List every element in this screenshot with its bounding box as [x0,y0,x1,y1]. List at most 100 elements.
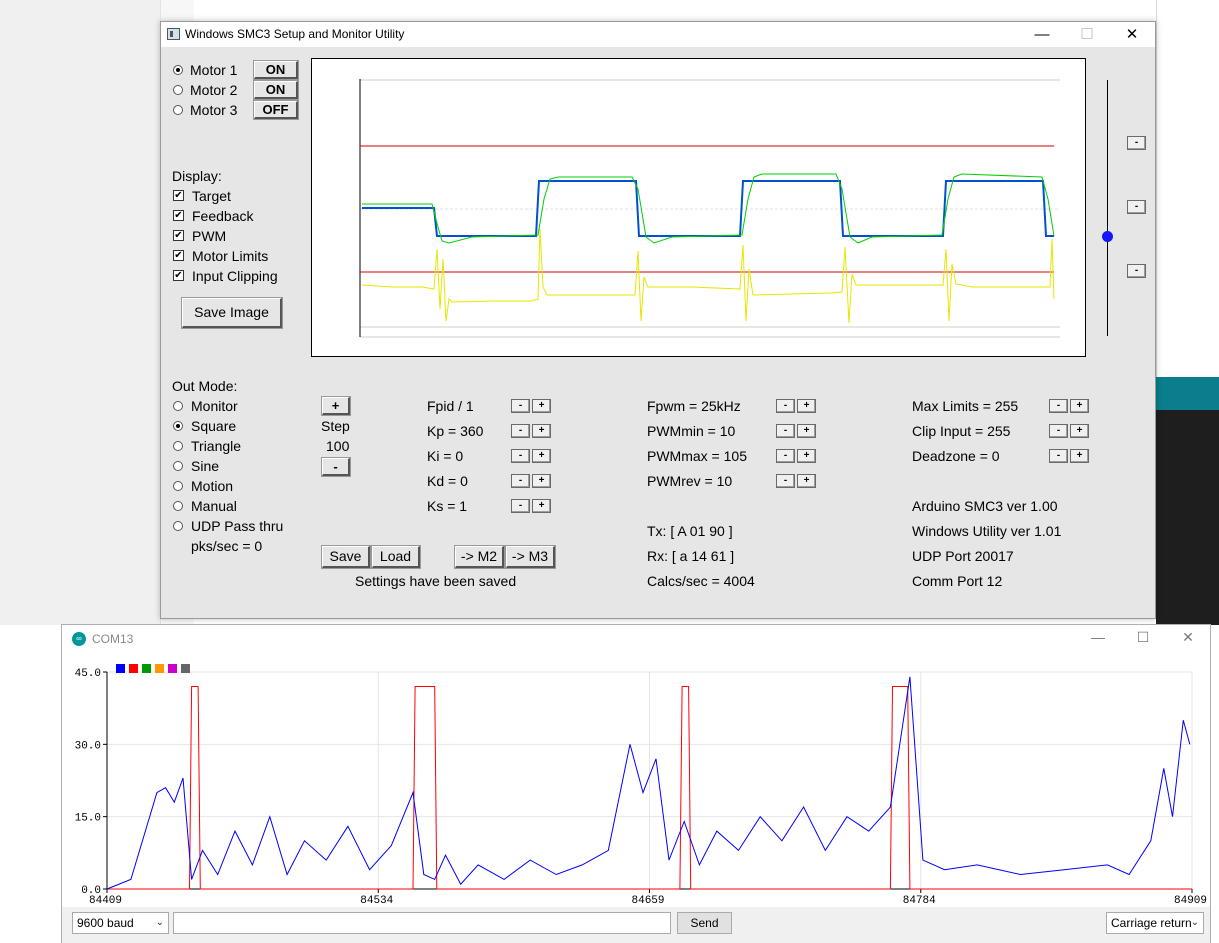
parameter-minus-button[interactable]: - [511,424,530,438]
display-checkbox[interactable]: ✔ [173,270,184,281]
parameter-plus-button[interactable]: + [797,424,816,438]
parameter-minus-button[interactable]: - [776,474,795,488]
background-window-edge-right [1156,0,1157,377]
background-app-console [1156,410,1219,625]
display-checkbox[interactable]: ✔ [173,190,184,201]
copy-to-m2-button[interactable]: -> M2 [454,545,505,569]
utility-version: Windows Utility ver 1.01 [912,523,1062,539]
load-button[interactable]: Load [371,545,421,569]
serial-maximize-button[interactable]: ☐ [1136,629,1150,645]
display-option-label: Feedback [192,208,254,224]
display-checkbox[interactable]: ✔ [173,230,184,241]
maximize-button[interactable]: ☐ [1080,26,1094,43]
out-mode-label: Monitor [191,398,238,414]
out-mode-label: Sine [191,458,220,474]
parameter-minus-button[interactable]: - [776,399,795,413]
out-mode-radio[interactable] [173,521,183,531]
parameter-minus-button[interactable]: - [511,399,530,413]
serial-x-tick-label: 84784 [903,895,936,907]
display-checkbox[interactable]: ✔ [173,250,184,261]
step-plus-button[interactable]: + [321,396,351,416]
motor-toggle-button[interactable]: ON [253,80,299,100]
out-mode-radio[interactable] [173,461,183,471]
zoom-button-2[interactable]: - [1127,200,1146,214]
display-option-label: PWM [192,228,227,244]
step-minus-button[interactable]: - [321,457,351,477]
parameter-plus-button[interactable]: + [797,474,816,488]
scale-slider-track[interactable] [1107,80,1108,336]
copy-to-m3-button[interactable]: -> M3 [505,545,556,569]
out-mode-radio[interactable] [173,501,183,511]
send-button[interactable]: Send [677,912,732,934]
motor-radio[interactable] [173,85,183,95]
save-image-button[interactable]: Save Image [181,297,283,329]
parameter-minus-button[interactable]: - [511,474,530,488]
rx-readout: Rx: [ a 14 61 ] [647,548,735,564]
step-label: Step [321,418,350,434]
out-mode-radio[interactable] [173,421,183,431]
smc3-titlebar[interactable]: Windows SMC3 Setup and Monitor Utility —… [161,22,1155,47]
parameter-minus-button[interactable]: - [1049,399,1068,413]
parameter-minus-button[interactable]: - [1049,449,1068,463]
parameter-minus-button[interactable]: - [776,449,795,463]
motor-label: Motor 2 [190,82,238,98]
chevron-down-icon: ⌄ [1190,917,1199,928]
serial-close-button[interactable]: ✕ [1182,629,1194,645]
serial-legend-swatch [155,664,164,673]
pks-per-sec: pks/sec = 0 [191,538,263,554]
zoom-button-1[interactable]: - [1127,136,1146,150]
parameter-plus-button[interactable]: + [532,399,551,413]
arduino-version: Arduino SMC3 ver 1.00 [912,498,1058,514]
arduino-icon: ∞ [72,632,86,646]
serial-legend-swatch [181,664,190,673]
parameter-plus-button[interactable]: + [1070,449,1089,463]
parameter-label: Deadzone = 0 [912,448,1000,464]
parameter-minus-button[interactable]: - [511,449,530,463]
serial-titlebar[interactable]: ∞ COM13 — ☐ ✕ [62,625,1210,653]
step-value: 100 [326,438,350,454]
serial-series-line [106,676,1191,890]
minimize-button[interactable]: — [1034,26,1050,43]
target-trace [362,180,1054,237]
serial-window-title: COM13 [92,632,134,646]
out-mode-label: Out Mode: [172,378,238,394]
parameter-plus-button[interactable]: + [532,424,551,438]
parameter-plus-button[interactable]: + [797,449,816,463]
parameter-plus-button[interactable]: + [532,474,551,488]
parameter-plus-button[interactable]: + [1070,399,1089,413]
zoom-button-3[interactable]: - [1127,264,1146,278]
out-mode-radio[interactable] [173,481,183,491]
out-mode-radio[interactable] [173,441,183,451]
parameter-minus-button[interactable]: - [511,499,530,513]
serial-x-tick-label: 84534 [360,895,393,907]
smc3-window: Windows SMC3 Setup and Monitor Utility —… [160,21,1156,619]
parameter-plus-button[interactable]: + [797,399,816,413]
display-checkbox[interactable]: ✔ [173,210,184,221]
motor-toggle-button[interactable]: OFF [253,100,299,120]
parameter-plus-button[interactable]: + [1070,424,1089,438]
motor-radio[interactable] [173,65,183,75]
parameter-plus-button[interactable]: + [532,499,551,513]
pwm-trace [361,228,1055,324]
display-option-label: Target [192,188,231,204]
line-ending-select[interactable]: Carriage return ⌄ [1106,912,1204,934]
serial-minimize-button[interactable]: — [1091,629,1105,645]
close-button[interactable]: ✕ [1125,26,1139,43]
scale-slider-thumb[interactable] [1102,231,1113,242]
display-option-label: Input Clipping [192,268,278,284]
save-button[interactable]: Save [321,545,371,569]
out-mode-radio[interactable] [173,401,183,411]
parameter-label: PWMrev = 10 [647,473,733,489]
baud-rate-select[interactable]: 9600 baud ⌄ [72,912,169,934]
parameter-minus-button[interactable]: - [1049,424,1068,438]
parameter-minus-button[interactable]: - [776,424,795,438]
parameter-plus-button[interactable]: + [532,449,551,463]
parameter-label: PWMmax = 105 [647,448,747,464]
motor-radio[interactable] [173,105,183,115]
calcs-readout: Calcs/sec = 4004 [647,573,755,589]
background-app-header [1156,377,1219,410]
parameter-label: Kp = 360 [427,423,484,439]
motor-toggle-button[interactable]: ON [253,60,299,80]
serial-send-input[interactable] [173,912,671,934]
